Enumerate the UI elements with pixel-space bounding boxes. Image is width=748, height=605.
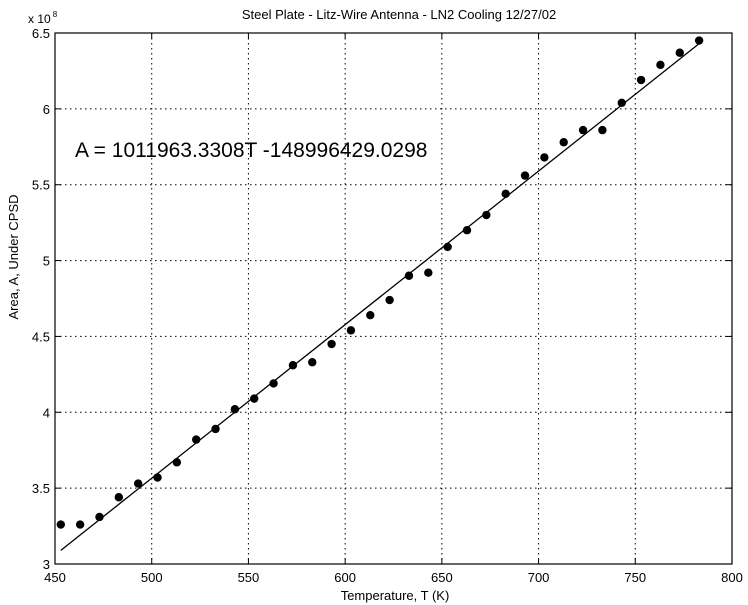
y-tick-label: 3 [43, 557, 50, 572]
data-point [404, 271, 414, 280]
data-point [694, 36, 704, 45]
y-tick-label: 6 [43, 102, 50, 117]
grid [55, 33, 732, 564]
data-point [346, 326, 356, 335]
fit-line [60, 43, 700, 551]
axis-ticks: 450 500 550 600 650 700 750 800 3 3.5 4 4.5 5 5.5 6 6.5 [32, 26, 743, 585]
fit-equation: A = 1011963.3308T -148996429.0298 [75, 139, 427, 162]
data-point [424, 268, 433, 277]
data-point [501, 189, 510, 199]
y-tick-label: 4.5 [32, 329, 50, 344]
data-point [192, 435, 201, 444]
y-tick-label: 3.5 [32, 481, 50, 496]
data-point [56, 520, 66, 529]
data-point [540, 153, 549, 162]
data-point [656, 60, 665, 70]
data-point [308, 358, 317, 367]
data-point [598, 125, 607, 135]
data-point [211, 424, 220, 434]
y-multiplier-base: x 10 [28, 12, 51, 26]
data-points [56, 36, 704, 529]
chart-title: Steel Plate - Litz-Wire Antenna - LN2 Co… [242, 7, 556, 22]
y-axis-label: Area, A, Under CPSD [6, 195, 21, 320]
data-point [95, 512, 104, 522]
data-point [520, 171, 530, 180]
data-point [617, 98, 626, 107]
x-tick-label: 700 [528, 570, 550, 585]
data-point [366, 310, 375, 320]
data-point [675, 48, 684, 57]
data-point [288, 361, 298, 370]
data-point [482, 210, 491, 220]
data-point [153, 473, 162, 482]
y-tick-label: 4 [43, 405, 50, 420]
data-point [269, 379, 278, 388]
data-point [462, 226, 472, 235]
data-point [559, 138, 568, 147]
data-point [230, 405, 240, 414]
y-tick-label: 6.5 [32, 26, 50, 41]
data-point [327, 339, 336, 349]
plot-frame [54, 32, 733, 565]
x-tick-label: 650 [431, 570, 453, 585]
x-tick-label: 800 [721, 570, 743, 585]
data-point [75, 520, 85, 529]
y-tick-label: 5.5 [32, 178, 50, 193]
x-tick-label: 450 [44, 570, 66, 585]
data-point [385, 295, 394, 305]
data-point [114, 493, 124, 502]
x-tick-label: 750 [624, 570, 646, 585]
data-point [172, 458, 182, 467]
data-point [578, 125, 588, 135]
data-point [133, 479, 143, 488]
y-multiplier-exponent: 8 [53, 10, 58, 19]
data-point [443, 242, 452, 252]
y-multiplier: x 10 8 [28, 10, 58, 26]
data-point [250, 394, 259, 403]
data-point [636, 75, 646, 85]
y-tick-label: 5 [43, 254, 50, 269]
x-tick-label: 500 [141, 570, 163, 585]
x-axis-label: Temperature, T (K) [341, 588, 450, 603]
x-tick-label: 550 [238, 570, 260, 585]
x-tick-label: 600 [334, 570, 356, 585]
fit-line-group [60, 43, 700, 551]
